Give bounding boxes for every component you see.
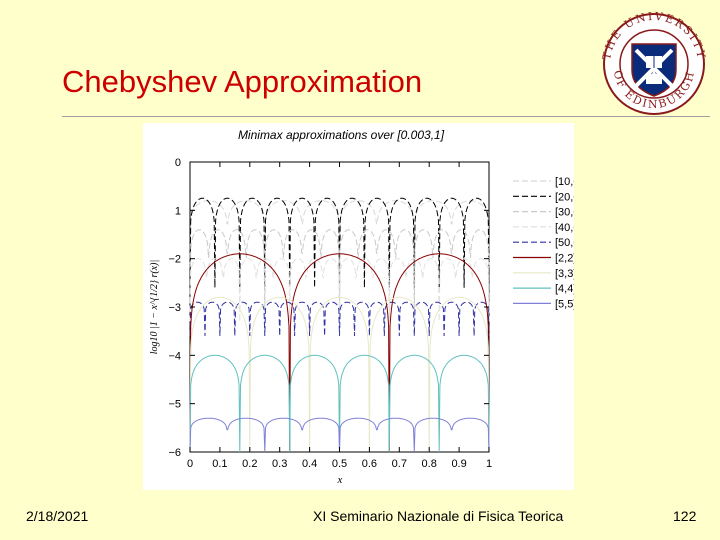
footer-event-name: XI Seminario Nazionale di Fisica Teorica — [313, 508, 564, 524]
chart-legend: [10,0] [20,0] [30,0] [40,0] [50,0] [2,2] [3,3]… — [509, 173, 574, 313]
legend-label: [4,4] — [555, 283, 574, 295]
series-line-6 — [189, 296, 490, 453]
legend-label: [50,0] — [555, 237, 574, 249]
plot-area — [189, 161, 490, 453]
y-tick-label: 1 — [175, 205, 181, 217]
legend-label: [2,2] — [555, 253, 574, 265]
title-divider — [62, 116, 710, 117]
legend-label: [40,0] — [555, 222, 574, 234]
x-tick-label: 0.2 — [242, 458, 257, 470]
legend-label: [10,0] — [555, 176, 574, 188]
x-tick-label: 0.8 — [422, 458, 437, 470]
x-tick-label: 0.7 — [392, 458, 407, 470]
x-tick-label: 0.5 — [332, 458, 347, 470]
x-tick-label: 0.4 — [302, 458, 317, 470]
y-axis-label: log10 |1 − x^{1/2} r(x)| — [149, 260, 160, 354]
footer-date: 2/18/2021 — [26, 508, 89, 524]
x-axis-label: x — [337, 474, 343, 486]
chart-title: Minimax approximations over [0.003,1] — [238, 128, 445, 142]
slide-title: Chebyshev Approximation — [62, 64, 423, 99]
legend-label: [20,0] — [555, 191, 574, 203]
y-tick-label: 0 — [175, 157, 181, 169]
x-tick-label: 1 — [486, 458, 492, 470]
chart-panel — [143, 123, 574, 490]
series-line-5 — [189, 253, 490, 453]
legend-label: [30,0] — [555, 207, 574, 219]
y-tick-label: −6 — [168, 447, 181, 459]
legend-label: [3,3] — [555, 268, 574, 280]
chebyshev-error-chart: Minimax approximations over [0.003,1] x … — [149, 128, 574, 486]
x-tick-label: 0.3 — [272, 458, 287, 470]
x-axis-ticks: 0 0.1 0.2 0.3 0.4 0.5 0.6 0.7 0.8 0.9 1 — [187, 162, 492, 470]
series-line-4 — [189, 301, 490, 337]
x-tick-label: 0.1 — [212, 458, 227, 470]
x-tick-label: 0 — [187, 458, 193, 470]
y-tick-label: −5 — [168, 399, 181, 411]
footer-page-number: 122 — [673, 508, 697, 524]
university-of-edinburgh-crest-icon: THE UNIVERSITY OF EDINBURGH — [600, 10, 706, 115]
legend-label: [5,5] — [555, 298, 574, 310]
y-tick-label: −3 — [168, 302, 181, 314]
x-tick-label: 0.6 — [362, 458, 377, 470]
y-tick-label: −2 — [168, 254, 181, 266]
y-axis-ticks: 0 1 −2 −3 −4 −5 −6 — [168, 157, 489, 459]
y-tick-label: −4 — [168, 350, 181, 362]
x-tick-label: 0.9 — [451, 458, 466, 470]
